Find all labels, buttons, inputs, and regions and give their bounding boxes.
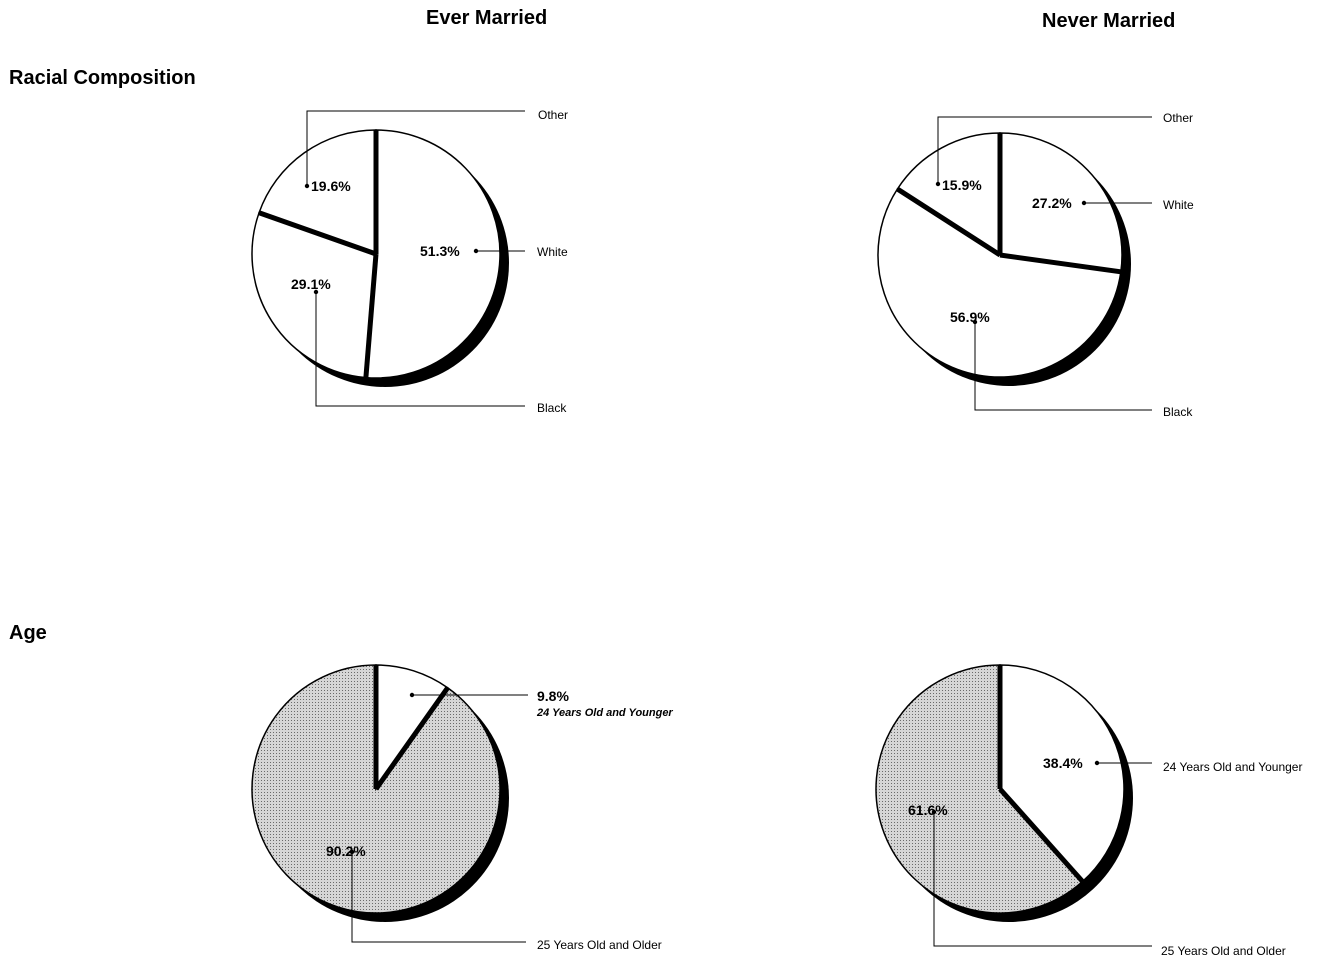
slice-divider [258, 210, 377, 257]
leader-line-other [306, 110, 525, 186]
data-label-24-years-old-and-younger: 38.4% [1043, 755, 1083, 771]
category-label-24-years-old-and-younger: 24 Years Old and Younger [536, 707, 673, 719]
category-label-white: White [1163, 198, 1194, 212]
pie-slice-black [877, 187, 1122, 378]
row-header-age: Age [9, 622, 47, 644]
pie-slice-25-years-old-and-older [875, 664, 1084, 914]
leader-line-black [974, 322, 1152, 411]
data-label-black: 56.9% [950, 309, 990, 325]
data-label-white: 27.2% [1032, 195, 1072, 211]
pie-slice-other [896, 132, 1001, 257]
leader-line-other [937, 116, 1152, 184]
leader-line-25-years-old-and-older [351, 852, 526, 943]
data-label-other: 15.9% [942, 177, 982, 193]
pie-chart-race-ever: 51.3% White 29.1% Black 19.6% Other [251, 108, 568, 415]
leader-dot-white [473, 248, 479, 254]
category-label-25-years-old-and-older: 25 Years Old and Older [537, 938, 662, 952]
slice-divider [896, 186, 1002, 258]
category-label-white: White [537, 245, 568, 259]
leader-dot-black [972, 319, 978, 325]
pie-chart-age-ever: 9.8% 24 Years Old and Younger 90.2% 25 Year… [251, 664, 673, 952]
leader-dot-24-years-old-and-younger [409, 692, 415, 698]
data-label-black: 29.1% [291, 276, 331, 292]
leader-line-25-years-old-and-older [933, 812, 1152, 947]
slice-divider [373, 686, 450, 791]
leader-dot-25-years-old-and-older [349, 849, 355, 855]
category-label-black: Black [537, 401, 567, 415]
slice-divider [998, 787, 1085, 884]
pie-slice-white [365, 129, 501, 379]
pie-slice-24-years-old-and-younger [999, 664, 1125, 883]
category-label-other: Other [538, 108, 568, 122]
leader-line-black [315, 292, 525, 407]
category-label-25-years-old-and-older: 25 Years Old and Older [1161, 944, 1286, 958]
leader-dot-other [935, 181, 941, 187]
data-label-24-years-old-and-younger: 9.8% [537, 688, 569, 704]
data-label-white: 51.3% [420, 243, 460, 259]
leader-dot-white [1081, 200, 1087, 206]
column-header-never-married: Never Married [1042, 10, 1176, 32]
data-label-25-years-old-and-older: 90.2% [326, 843, 366, 859]
pie-chart-age-never: 38.4% 24 Years Old and Younger 61.6% 25 Yea… [875, 664, 1302, 958]
row-header-racial-composition: Racial Composition [9, 67, 196, 89]
pie-slice-black [251, 211, 377, 379]
pie-chart-race-never: 27.2% White 56.9% Black 15.9% Other [877, 111, 1194, 419]
leader-dot-25-years-old-and-older [931, 809, 937, 815]
slice-divider [999, 252, 1122, 275]
leader-dot-black [313, 289, 319, 295]
category-label-24-years-old-and-younger: 24 Years Old and Younger [1163, 760, 1302, 774]
slice-divider [363, 253, 379, 378]
data-label-25-years-old-and-older: 61.6% [908, 802, 948, 818]
category-label-other: Other [1163, 111, 1193, 125]
data-label-other: 19.6% [311, 178, 351, 194]
column-header-ever-married: Ever Married [426, 7, 548, 29]
leader-dot-other [304, 183, 310, 189]
category-label-black: Black [1163, 405, 1193, 419]
pie-slice-white [999, 132, 1123, 273]
leader-dot-24-years-old-and-younger [1094, 760, 1100, 766]
